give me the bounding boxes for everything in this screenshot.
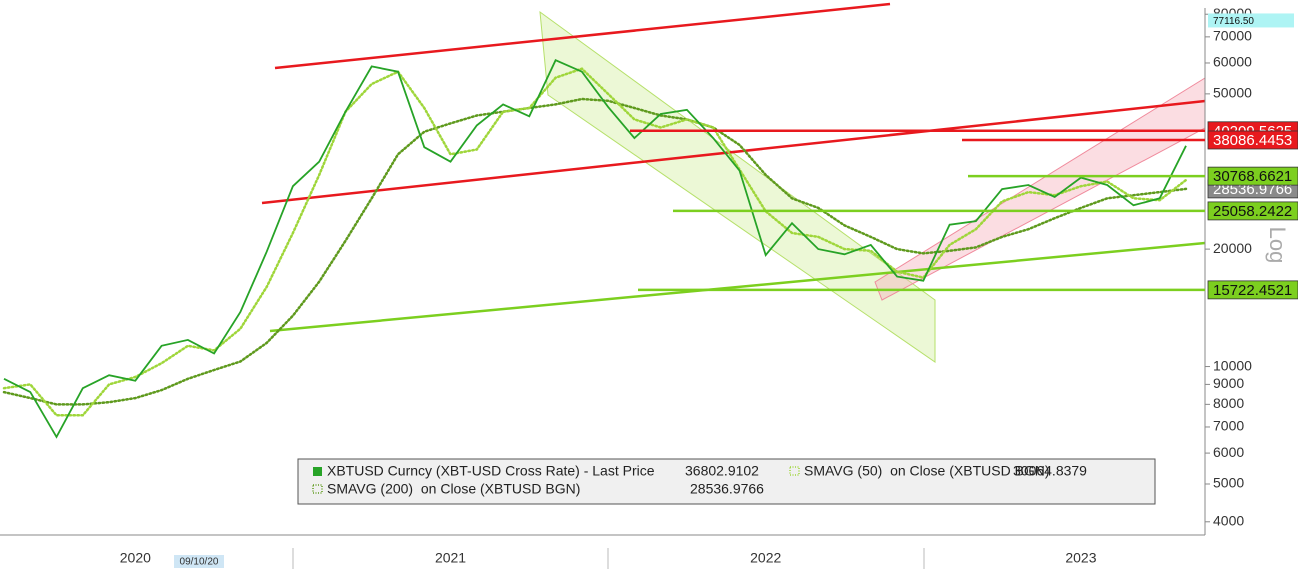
legend-value: 28536.9766 bbox=[690, 481, 764, 497]
legend-value: 36802.9102 bbox=[685, 463, 759, 479]
level-label-bg bbox=[1207, 166, 1298, 186]
legend-label: SMAVG (200) on Close (XBTUSD BGN) bbox=[327, 481, 580, 497]
level-label-bg bbox=[1207, 130, 1298, 150]
level-label: 25058.2422 bbox=[1213, 203, 1292, 220]
legend-box bbox=[297, 458, 1156, 505]
level-label: 30768.6621 bbox=[1213, 168, 1292, 185]
y-tick-label: 9000 bbox=[1213, 375, 1244, 391]
x-tick-label: 2020 bbox=[120, 550, 151, 566]
y-tick-label: 5000 bbox=[1213, 475, 1244, 491]
y-tick-label: 70000 bbox=[1213, 28, 1252, 44]
trendline bbox=[269, 241, 1206, 333]
level-label-bg bbox=[1207, 280, 1298, 300]
legend-label: XBTUSD Curncy (XBT-USD Cross Rate) - Las… bbox=[327, 463, 655, 479]
cursor-label: 09/10/20 bbox=[180, 557, 219, 568]
level-label: 15722.4521 bbox=[1213, 282, 1292, 299]
down-channel bbox=[539, 10, 936, 363]
trendline bbox=[261, 99, 1206, 205]
log-note: Log bbox=[1265, 227, 1290, 264]
plot-area bbox=[2, 59, 1188, 439]
y-tick-label: 60000 bbox=[1213, 54, 1252, 70]
legend-value: 30064.8379 bbox=[1013, 463, 1087, 479]
trendline bbox=[274, 2, 891, 70]
y-tick-label: 10000 bbox=[1213, 357, 1252, 373]
legend-marker bbox=[313, 467, 322, 476]
x-tick-label: 2021 bbox=[435, 550, 466, 566]
legend: XBTUSD Curncy (XBT-USD Cross Rate) - Las… bbox=[312, 463, 1087, 497]
series-line bbox=[3, 59, 1187, 439]
y-tick-label: 50000 bbox=[1213, 85, 1252, 101]
legend-marker bbox=[789, 466, 800, 476]
legend-label: SMAVG (50) on Close (XBTUSD BGN) bbox=[804, 463, 1050, 479]
level-label: 77116.50 bbox=[1213, 16, 1254, 27]
y-tick-label: 20000 bbox=[1213, 240, 1252, 256]
level-label: 38086.4453 bbox=[1213, 132, 1292, 149]
y-tick-label: 8000 bbox=[1213, 395, 1244, 411]
series-line bbox=[2, 67, 1188, 417]
cursor-label-bg bbox=[174, 555, 224, 568]
y-tick-label: 7000 bbox=[1213, 418, 1244, 434]
level-label-bg bbox=[1207, 201, 1298, 221]
level-label-bg bbox=[1208, 13, 1294, 28]
series-line bbox=[2, 97, 1188, 406]
y-tick-label: 6000 bbox=[1213, 444, 1244, 460]
y-tick-label: 4000 bbox=[1213, 512, 1244, 528]
x-tick-label: 2023 bbox=[1065, 550, 1096, 566]
x-tick-label: 2022 bbox=[750, 550, 781, 566]
legend-marker bbox=[312, 484, 323, 494]
